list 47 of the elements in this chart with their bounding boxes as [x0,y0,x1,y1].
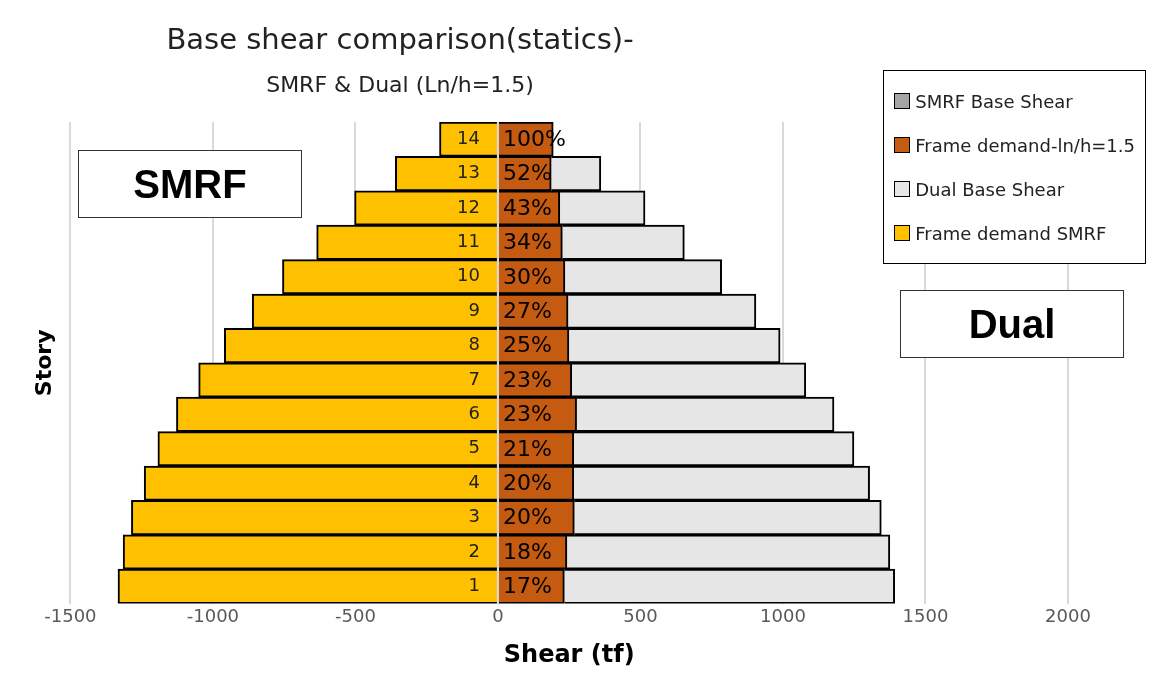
annotation: 30% [502,263,552,289]
annotation: 21% [502,435,552,461]
x-tick-label: 1500 [902,605,949,627]
annotation: Dual [968,301,1056,347]
y-tick-label: 13 [457,161,480,183]
annotation: 17% [502,573,552,599]
y-tick-label: 2 [468,539,480,561]
y-tick-label: 8 [468,333,480,355]
y-tick-label: 7 [468,367,480,389]
annotation: SMRF [133,161,247,207]
y-tick-label: 11 [457,230,480,252]
y-tick-label: 4 [468,470,480,492]
x-tick-label: 2000 [1045,605,1091,627]
annotation: 23% [502,366,552,392]
annotation: 27% [502,297,552,323]
chart-title: Base shear comparison(statics)- [165,22,635,56]
annotation: 52% [502,160,552,186]
text-box: SMRF [78,150,302,218]
legend-label: Frame demand-ln/h=1.5 [915,134,1135,156]
annotation: 43% [502,194,552,220]
x-tick-label: 500 [623,605,658,627]
annotation: 20% [502,469,552,495]
legend-label: SMRF Base Shear [915,90,1073,112]
text-box: Dual [900,290,1124,358]
y-tick-label: 14 [457,126,480,148]
annotation: 34% [502,229,552,255]
y-tick-label: 1 [468,574,480,596]
y-tick-label: 10 [457,264,480,286]
x-tick-label: -1500 [44,605,97,627]
y-tick-label: 12 [457,195,480,217]
x-tick-label: -500 [335,605,376,627]
legend-label: Dual Base Shear [915,178,1065,200]
legend-label: Frame demand SMRF [915,222,1107,244]
x-tick-label: 1000 [760,605,806,627]
y-axis-title: Story [30,329,56,397]
annotation: 25% [502,332,552,358]
annotation: 18% [502,538,552,564]
y-tick-label: 9 [468,298,480,320]
chart-subtitle: SMRF & Dual (Ln/h=1.5) [265,72,535,97]
y-tick-label: 3 [468,505,480,527]
x-tick-label: 0 [492,605,504,627]
annotation: 20% [502,504,552,530]
x-tick-label: -1000 [186,605,240,627]
x-axis-title: Shear (tf) [503,639,635,668]
y-tick-label: 5 [468,436,480,458]
y-tick-label: 6 [468,402,480,424]
annotation: 23% [502,401,552,427]
